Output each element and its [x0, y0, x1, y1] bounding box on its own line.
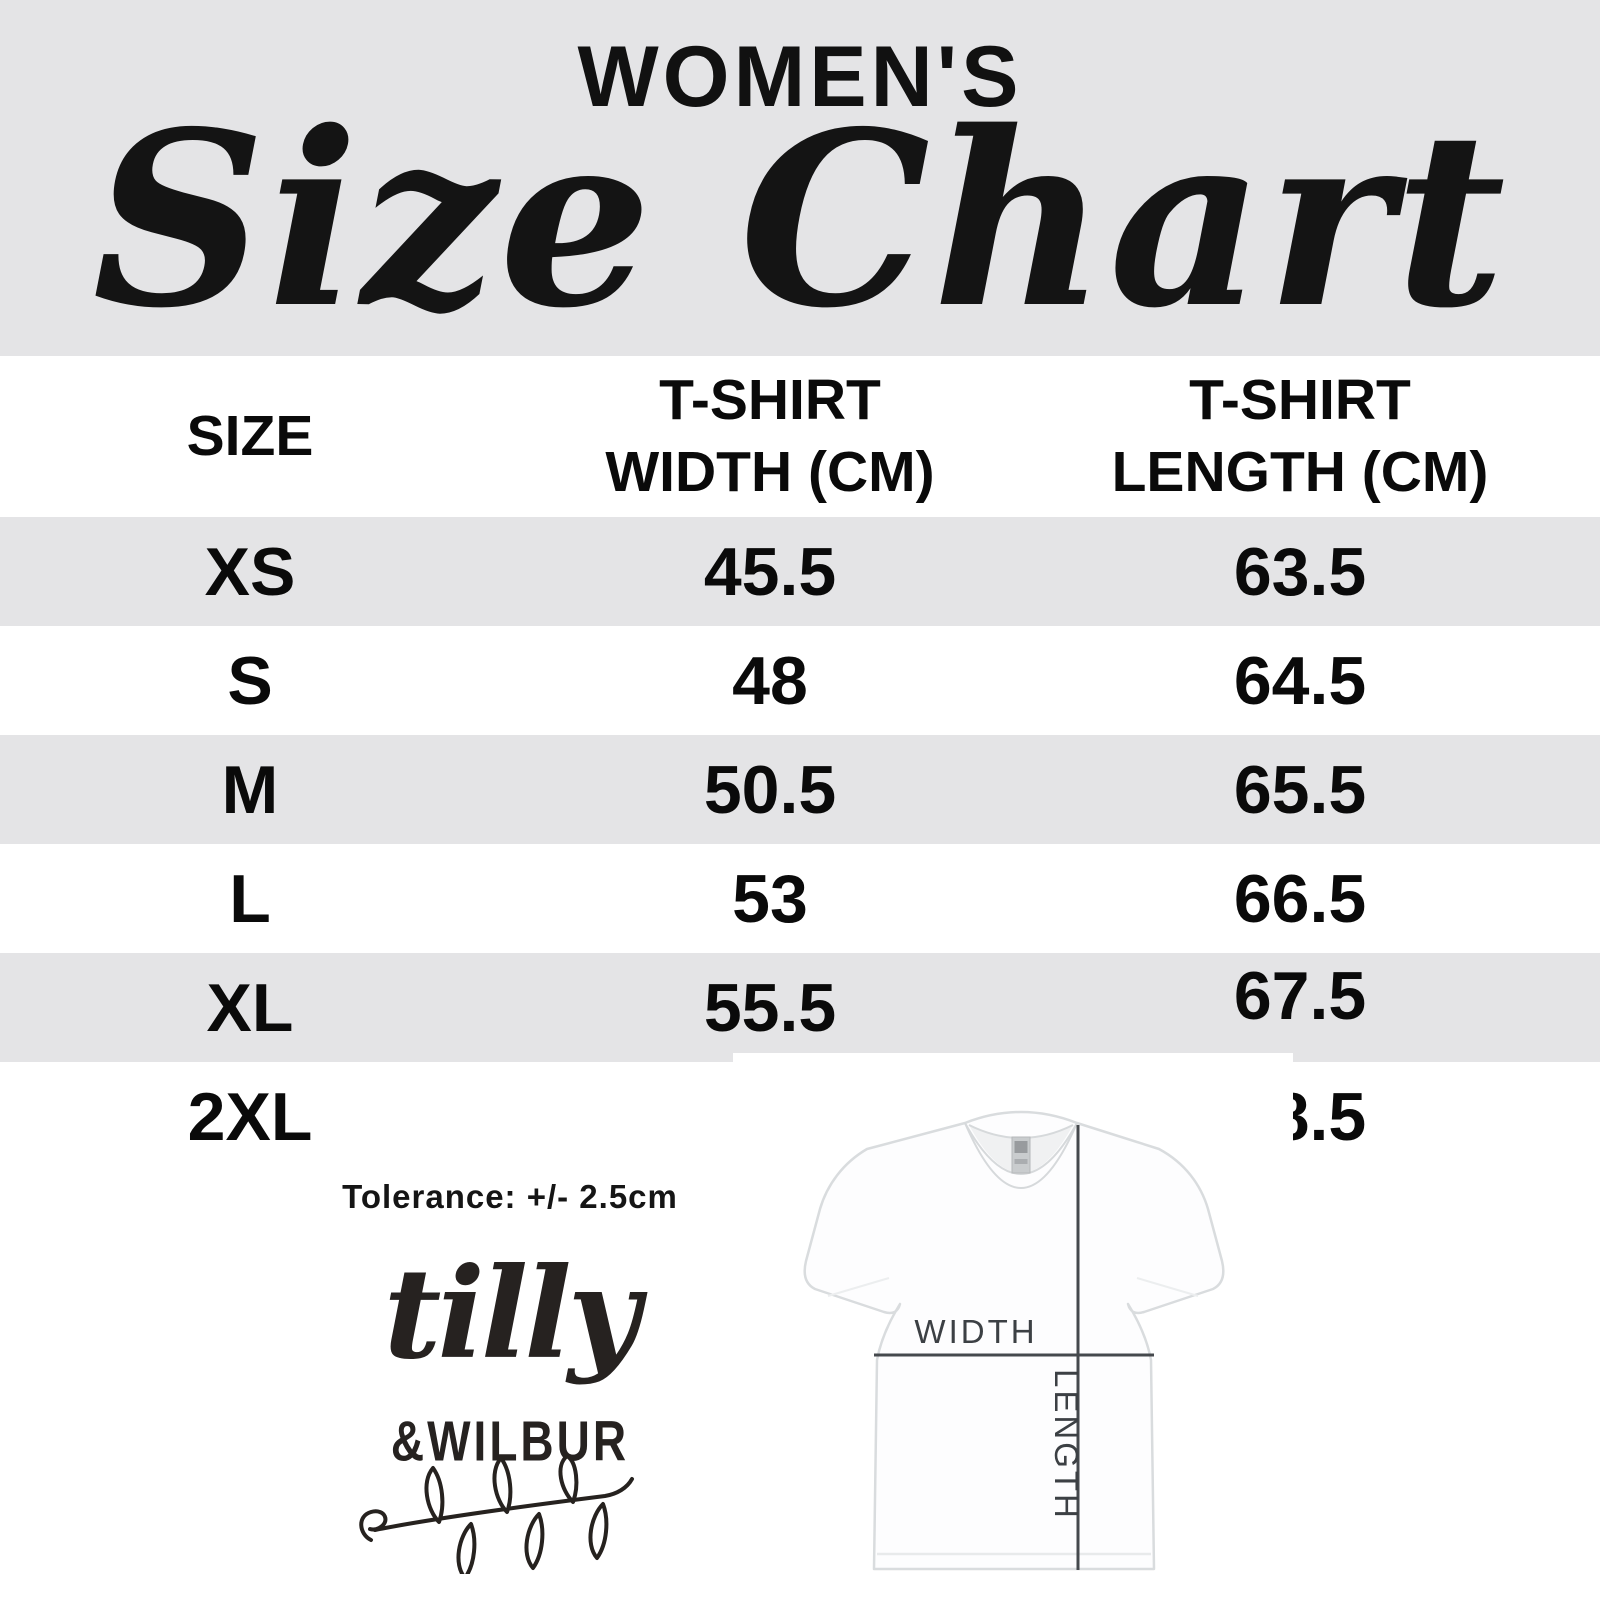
table-row-xs: XS 45.5 63.5: [0, 517, 1600, 626]
laurel-branch-icon: [355, 1452, 655, 1580]
length-label: LENGTH: [1048, 1369, 1085, 1521]
col-header-size: SIZE: [186, 403, 314, 468]
page-kicker: WOMEN'S: [577, 29, 1023, 125]
table-row-m: M 50.5 65.5: [0, 735, 1600, 844]
header-band: [0, 0, 1600, 356]
tolerance-note: Tolerance: +/- 2.5cm: [342, 1178, 678, 1215]
tshirt-body: [803, 1110, 1225, 1571]
table-row-xl: XL 55.5 67.5: [0, 953, 1600, 1062]
table-header-row: SIZE T-SHIRT WIDTH (CM) T-SHIRT LENGTH (…: [0, 356, 1600, 517]
table-row-l: L 53 66.5: [229, 860, 1367, 937]
page-title: Size Chart: [92, 79, 1508, 361]
brand-logo-caps: &WILBUR: [390, 1409, 630, 1473]
col-header-length: T-SHIRT LENGTH (CM): [1111, 368, 1489, 504]
tshirt-diagram: WIDTH LENGTH: [733, 1053, 1293, 1600]
width-label: WIDTH: [914, 1313, 1037, 1350]
col-header-width: T-SHIRT WIDTH (CM): [605, 368, 935, 504]
table-row-s: S 48 64.5: [227, 642, 1367, 719]
brand-logo-script: tilly: [383, 1241, 641, 1387]
